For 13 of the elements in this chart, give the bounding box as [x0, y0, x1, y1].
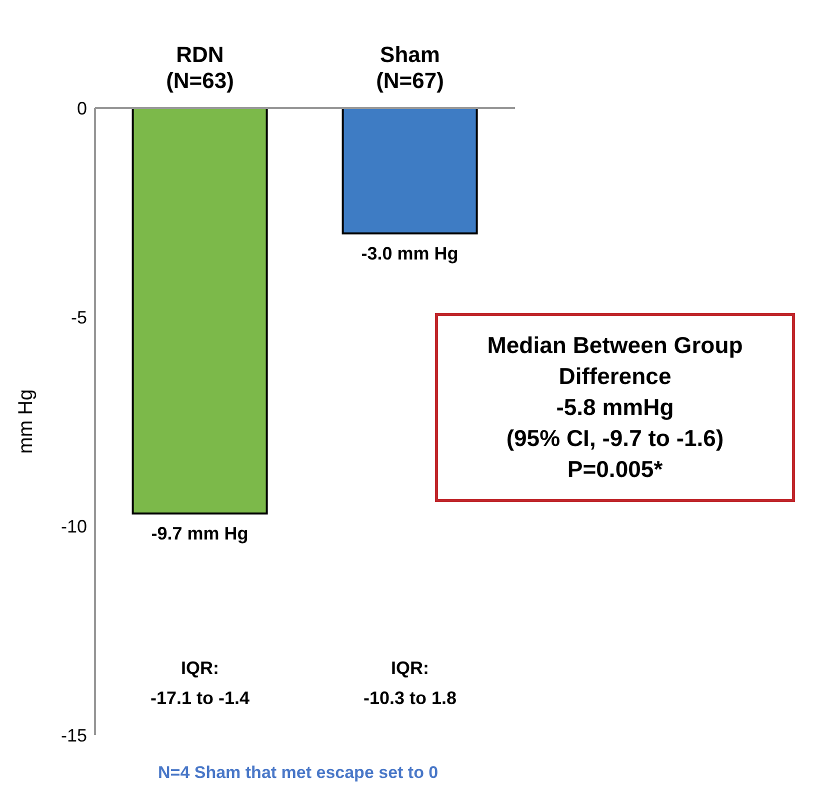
data-label: -3.0 mm Hg: [361, 243, 458, 264]
data-label: -9.7 mm Hg: [151, 523, 248, 544]
x-tick-label: RDN (N=63): [166, 42, 234, 93]
x-tick-label: Sham (N=67): [376, 42, 444, 93]
y-tick-label: -10: [60, 516, 87, 536]
note-box: Median Between Group Difference -5.8 mmHg (95% CI, -9.7 to -1.6) P=0.005*: [435, 313, 795, 502]
y-tick-label: -5: [70, 307, 87, 328]
y-tick-label: -15: [60, 725, 87, 746]
text: N=4 Sham that met escape set to 0: [158, 763, 438, 783]
annotation: IQR: -10.3 to 1.8: [362, 657, 458, 710]
annotation: IQR: -17.1 to -1.4: [149, 657, 251, 710]
y-axis-title: mm Hg: [15, 389, 38, 454]
y-tick-label: 0: [76, 98, 87, 118]
